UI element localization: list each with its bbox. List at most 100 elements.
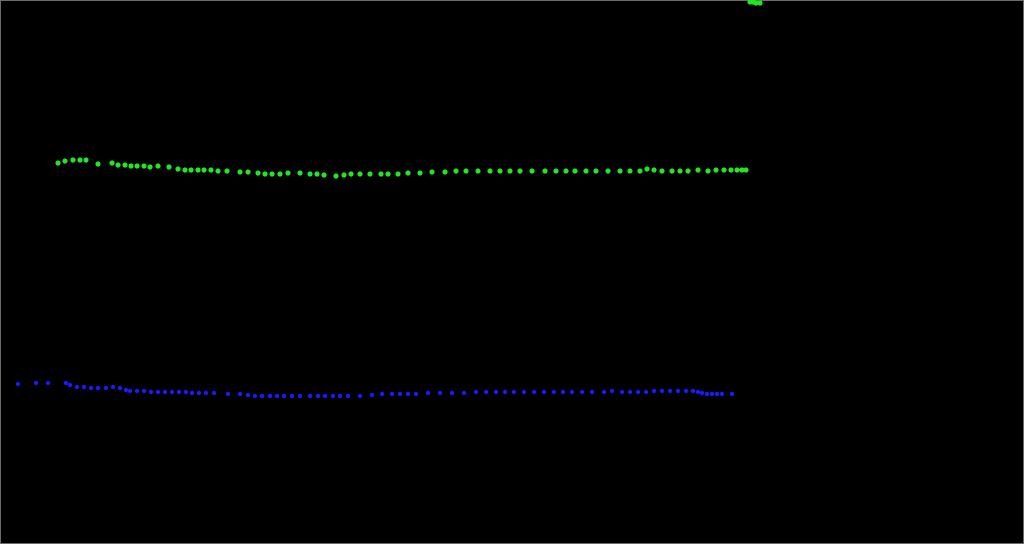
series-2-point-35 xyxy=(289,393,295,399)
series-2-point-3 xyxy=(45,380,51,386)
series-2-point-53 xyxy=(461,390,467,396)
series-1-point-72 xyxy=(705,168,711,174)
series-1-point-23 xyxy=(224,168,230,174)
series-2-point-59 xyxy=(521,389,527,395)
series-2-point-79 xyxy=(695,389,701,395)
series-2-point-65 xyxy=(579,389,585,395)
series-1-point-40 xyxy=(378,171,384,177)
series-1-point-77 xyxy=(739,167,745,173)
series-1-point-31 xyxy=(297,170,303,176)
series-1 xyxy=(55,0,763,179)
series-2-point-52 xyxy=(449,390,455,396)
series-2-point-47 xyxy=(397,391,403,397)
series-2-point-19 xyxy=(162,389,168,395)
series-2-point-27 xyxy=(225,391,231,397)
series-2-point-49 xyxy=(413,391,419,397)
series-2-point-41 xyxy=(337,393,343,399)
series-2-point-2 xyxy=(33,380,39,386)
series-1-point-12 xyxy=(141,163,147,169)
series-2-point-68 xyxy=(609,388,615,394)
series-1-point-33 xyxy=(314,171,320,177)
series-1-point-54 xyxy=(529,168,535,174)
series-1-point-73 xyxy=(713,167,719,173)
series-1-point-8 xyxy=(115,162,121,168)
series-2-point-70 xyxy=(627,389,633,395)
series-2-point-8 xyxy=(88,385,94,391)
series-1-point-67 xyxy=(659,168,665,174)
series-1-point-38 xyxy=(357,171,363,177)
series-1-point-20 xyxy=(201,167,207,173)
series-1-point-35 xyxy=(333,173,339,179)
series-1-point-34 xyxy=(321,172,327,178)
series-1-point-68 xyxy=(669,168,675,174)
series-2-point-44 xyxy=(369,392,375,398)
series-2-point-74 xyxy=(659,388,665,394)
series-2-point-63 xyxy=(560,389,566,395)
series-1-point-51 xyxy=(497,168,503,174)
series-2-point-36 xyxy=(297,393,303,399)
series-1-point-81 xyxy=(753,0,759,6)
series-1-point-27 xyxy=(262,171,268,177)
series-1-point-22 xyxy=(215,168,221,174)
series-1-point-13 xyxy=(147,164,153,170)
series-2-point-32 xyxy=(267,393,273,399)
series-1-point-78 xyxy=(743,167,749,173)
series-2-point-83 xyxy=(714,391,720,397)
series-1-point-82 xyxy=(757,0,763,6)
series-2-point-29 xyxy=(245,392,251,398)
series-1-point-10 xyxy=(128,163,134,169)
series-2-point-18 xyxy=(155,389,161,395)
series-1-point-14 xyxy=(155,163,161,169)
series-2-point-5 xyxy=(67,382,73,388)
series-2-point-55 xyxy=(483,389,489,395)
series-2-point-76 xyxy=(675,388,681,394)
series-2-point-1 xyxy=(15,381,21,387)
series-2-point-62 xyxy=(551,389,557,395)
series-1-point-65 xyxy=(644,166,650,172)
series-2-point-14 xyxy=(127,388,133,394)
series-2-point-61 xyxy=(541,389,547,395)
series-2-point-11 xyxy=(110,384,116,390)
series-1-point-24 xyxy=(237,169,243,175)
series-2-point-40 xyxy=(330,393,336,399)
series-2-point-22 xyxy=(183,389,189,395)
series-1-point-16 xyxy=(175,166,181,172)
series-2-point-82 xyxy=(709,391,715,397)
series-1-point-56 xyxy=(553,168,559,174)
series-1-point-11 xyxy=(134,163,140,169)
series-2-point-48 xyxy=(405,391,411,397)
series-2-point-64 xyxy=(569,389,575,395)
series-1-point-6 xyxy=(95,161,101,167)
series-2-point-58 xyxy=(511,389,517,395)
series-2-point-20 xyxy=(169,389,175,395)
series-1-point-60 xyxy=(593,168,599,174)
series-1-point-48 xyxy=(463,168,469,174)
series-2-point-45 xyxy=(379,391,385,397)
series-2-point-71 xyxy=(635,389,641,395)
series-2 xyxy=(15,380,735,399)
series-2-point-24 xyxy=(196,390,202,396)
series-2-point-84 xyxy=(719,391,725,397)
series-1-point-4 xyxy=(77,157,83,163)
series-layer xyxy=(15,0,763,399)
series-1-point-59 xyxy=(583,168,589,174)
series-1-point-76 xyxy=(734,167,740,173)
series-1-point-53 xyxy=(517,168,523,174)
series-2-point-6 xyxy=(74,384,80,390)
series-2-point-73 xyxy=(651,388,657,394)
series-1-point-57 xyxy=(563,168,569,174)
series-1-point-25 xyxy=(245,169,251,175)
series-1-point-58 xyxy=(572,168,578,174)
series-1-point-29 xyxy=(277,171,283,177)
series-2-point-17 xyxy=(148,389,154,395)
series-1-point-26 xyxy=(255,170,261,176)
series-2-point-69 xyxy=(619,389,625,395)
series-2-point-30 xyxy=(252,393,258,399)
series-1-point-75 xyxy=(728,167,734,173)
series-2-point-12 xyxy=(117,385,123,391)
series-1-point-52 xyxy=(507,168,513,174)
series-1-point-63 xyxy=(627,168,633,174)
series-1-point-74 xyxy=(721,167,727,173)
